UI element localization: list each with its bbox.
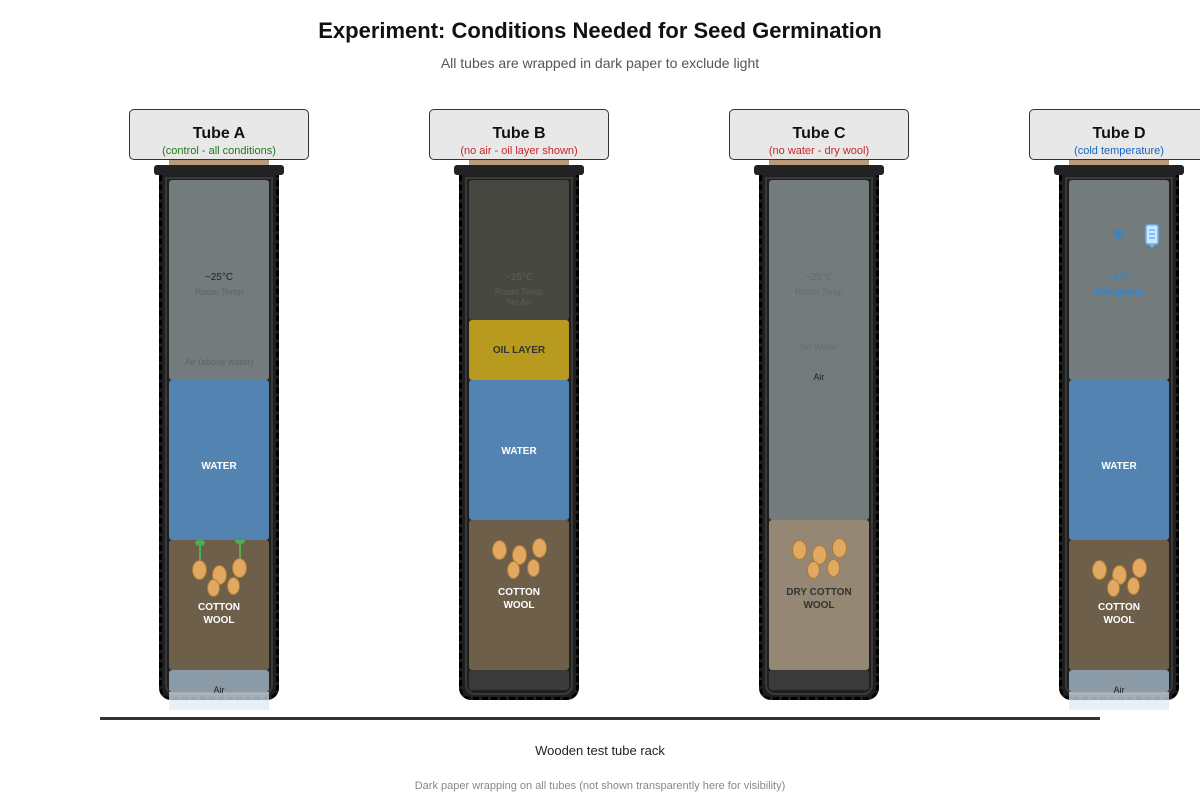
seed [512, 545, 527, 565]
page-title: Experiment: Conditions Needed for Seed G… [318, 18, 882, 43]
tube-b-cap [454, 165, 584, 175]
tube-a-bottom-air: Air [169, 670, 269, 695]
tube-b-glass-inner [465, 177, 573, 695]
footnote: Dark paper wrapping on all tubes (not sh… [414, 780, 786, 792]
tube-b-temp-label: Room Temp [494, 287, 544, 297]
tube-b-cotton-label: COTTON WOOL [497, 587, 541, 611]
seed [1127, 577, 1140, 595]
snowflake-icon: ❄ [1113, 226, 1125, 242]
tube-c-glass-inner [765, 177, 873, 695]
tube-d-desc: (cold temperature) [1074, 145, 1164, 157]
tube-d-air-layer: ❄ ~4°C Refrigerator [1069, 180, 1169, 380]
seed [827, 559, 840, 577]
tube-d-bottom-air-label: Air [1113, 685, 1125, 695]
tube-a-stopper [169, 159, 269, 167]
tube-c-bottom-layer [769, 670, 869, 690]
tube-d-bottom-air: Air [1069, 670, 1169, 695]
sprout-leaf [195, 540, 205, 546]
tube-b-oil-label: OIL LAYER [492, 345, 546, 356]
tube-c-dry-cotton-label: DRY COTTON WOOL [786, 587, 852, 611]
tube-d-name: Tube D [1092, 125, 1146, 142]
tube-b-bottom-layer [469, 670, 569, 690]
tube-b-temp: ~25°C [504, 272, 534, 283]
tube-a-cotton-layer: COTTON WOOL [169, 540, 269, 670]
seed [832, 538, 847, 558]
tube-b-water-layer: WATER [469, 380, 569, 520]
tube-a-cap [154, 165, 284, 175]
tube-a-air-layer: ~25°C Room Temp Air (above water) [169, 180, 269, 380]
seed [207, 579, 220, 597]
sprout-leaf [235, 540, 245, 544]
tube-b-stopper [469, 159, 569, 167]
tube-d-water-label: WATER [1101, 461, 1137, 472]
seed [812, 545, 827, 565]
seed [1132, 558, 1147, 578]
seed [792, 540, 807, 560]
tube-a-name: Tube A [192, 125, 246, 142]
tube-c-temp: ~25°C [804, 272, 834, 283]
tube-a-water-layer: WATER [169, 380, 269, 540]
tube-a-temp-label: Room Temp [194, 287, 244, 297]
tube-a-bottom-air-label: Air [213, 685, 225, 695]
tube-b-dark-layer: ~25°C Room Temp No Air [469, 180, 569, 320]
rack-label: Wooden test tube rack [535, 743, 665, 758]
tube-b-cotton-layer: COTTON WOOL [469, 520, 569, 670]
tube-d-cotton-layer: COTTON WOOL [1069, 540, 1169, 670]
thermometer-icon [1144, 224, 1160, 253]
seed [807, 561, 820, 579]
tube-c: Tube C (no water - dry wool) ~25°C Room … [729, 109, 911, 709]
tube-d-cotton-label: COTTON WOOL [1097, 602, 1141, 626]
tube-a-bottom-glow [169, 692, 269, 710]
tube-d-cap [1054, 165, 1184, 175]
seed [1092, 560, 1107, 580]
tube-d-temp-label: Refrigerator [1095, 287, 1143, 297]
tube-b-oil-layer: OIL LAYER [469, 320, 569, 380]
tube-c-no-water-label: No Water [800, 342, 838, 352]
tube-a-cotton-label: COTTON WOOL [197, 602, 241, 626]
tube-b-label: Tube B (no air - oil layer shown) [429, 109, 609, 160]
seed [232, 558, 247, 578]
tube-a: Tube A (control - all conditions) ~25°C … [129, 109, 311, 710]
seed [527, 559, 540, 577]
seed [227, 577, 240, 595]
tube-b: Tube B (no air - oil layer shown) ~25°C … [429, 109, 611, 709]
seed [532, 538, 547, 558]
tube-b-name: Tube B [492, 125, 546, 142]
tube-b-water-label: WATER [501, 446, 537, 457]
seed [1107, 579, 1120, 597]
tube-d-water-layer: WATER [1069, 380, 1169, 540]
tube-d-stopper [1069, 159, 1169, 167]
seed [192, 560, 207, 580]
tube-c-name: Tube C [792, 125, 846, 142]
tube-d: Tube D (cold temperature) ❄ ~4°C Refrige… [1029, 109, 1200, 710]
tube-a-air-label: Air (above water) [184, 357, 254, 367]
tube-d-bottom-glow [1069, 692, 1169, 710]
tube-a-temp: ~25°C [204, 272, 234, 283]
seed [492, 540, 507, 560]
tube-c-cap [754, 165, 884, 175]
tube-c-stopper [769, 159, 869, 167]
tube-c-desc: (no water - dry wool) [768, 145, 870, 157]
tube-d-label: Tube D (cold temperature) [1029, 109, 1200, 160]
sprout-stem [199, 543, 201, 563]
tube-c-air-layer: ~25°C Room Temp No Water Air [769, 180, 869, 520]
tube-c-dry-cotton-layer: DRY COTTON WOOL [769, 520, 869, 670]
tube-a-desc: (control - all conditions) [162, 145, 276, 157]
tube-d-temp: ~4°C [1107, 272, 1131, 283]
tube-c-air-label: Air [813, 372, 825, 382]
test-tube-rack [100, 717, 1100, 720]
page-subtitle: All tubes are wrapped in dark paper to e… [440, 55, 760, 71]
tube-c-label: Tube C (no water - dry wool) [729, 109, 909, 160]
seed [507, 561, 520, 579]
tube-a-water-label: WATER [201, 461, 237, 472]
tube-b-desc: (no air - oil layer shown) [460, 145, 578, 157]
tube-a-label: Tube A (control - all conditions) [129, 109, 309, 160]
tube-c-temp-label: Room Temp [794, 287, 844, 297]
sprout-stem [239, 540, 241, 560]
tube-b-no-air-label: No Air [506, 297, 532, 307]
